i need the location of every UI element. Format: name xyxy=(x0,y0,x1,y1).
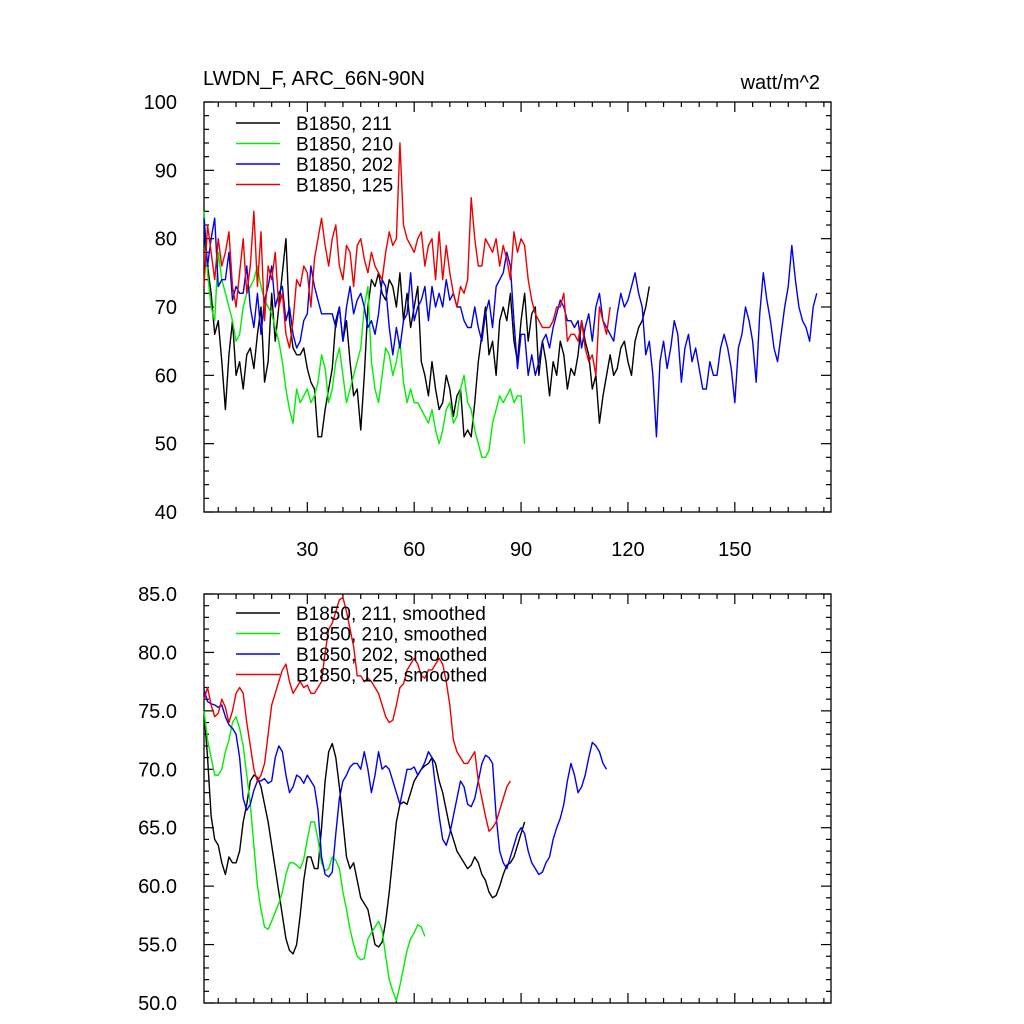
y-tick-label: 75.0 xyxy=(138,701,177,723)
x-tick-label: 60 xyxy=(403,539,425,561)
y-tick-label: 40 xyxy=(155,502,177,524)
top-series-line-2 xyxy=(203,217,818,438)
legend-label: B1850, 210, smoothed xyxy=(296,625,487,646)
y-tick-label: 55.0 xyxy=(138,935,177,957)
y-tick-label: 50 xyxy=(155,434,177,456)
y-tick-label: 50.0 xyxy=(138,993,177,1015)
top-chart-units: watt/m^2 xyxy=(740,72,820,94)
top-series-line-0 xyxy=(203,231,650,438)
legend-label: B1850, 125 xyxy=(296,176,393,197)
x-tick-label: 150 xyxy=(718,539,751,561)
bottom-panel: 50.0 55.0 60.0 65.0 70.0 75.0 80.0 85.0 B1850, 2… xyxy=(138,584,832,1015)
y-tick-label: 100 xyxy=(144,92,177,114)
legend-label: B1850, 202, smoothed xyxy=(296,645,487,666)
top-chart-title: LWDN_F, ARC_66N-90N xyxy=(203,68,425,90)
bottom-series-line-3 xyxy=(203,596,511,832)
y-tick-label: 80 xyxy=(155,229,177,251)
y-tick-label: 90 xyxy=(155,160,177,182)
legend-label: B1850, 211, smoothed xyxy=(296,604,486,625)
bottom-series-line-2 xyxy=(203,689,608,878)
y-tick-label: 60 xyxy=(155,365,177,387)
legend-label: B1850, 211 xyxy=(296,114,392,135)
y-tick-label: 80.0 xyxy=(138,642,177,664)
legend-label: B1850, 210 xyxy=(296,135,393,156)
y-tick-label: 85.0 xyxy=(138,584,177,606)
y-tick-label: 60.0 xyxy=(138,876,177,898)
y-tick-label: 65.0 xyxy=(138,818,177,840)
bottom-series-line-1 xyxy=(203,710,426,1002)
bottom-series-line-0 xyxy=(203,710,526,955)
x-tick-label: 90 xyxy=(510,539,532,561)
legend-label: B1850, 202 xyxy=(296,155,393,176)
legend-label: B1850, 125, smoothed xyxy=(296,666,487,687)
y-tick-label: 70.0 xyxy=(138,759,177,781)
y-tick-label: 70 xyxy=(155,297,177,319)
top-panel: LWDN_F, ARC_66N-90N watt/m^2 30 60 90 120 15… xyxy=(144,68,832,561)
bottom-plot-frame xyxy=(203,593,832,1004)
x-tick-label: 30 xyxy=(296,539,318,561)
x-tick-label: 120 xyxy=(611,539,644,561)
top-series-line-3 xyxy=(203,142,611,377)
